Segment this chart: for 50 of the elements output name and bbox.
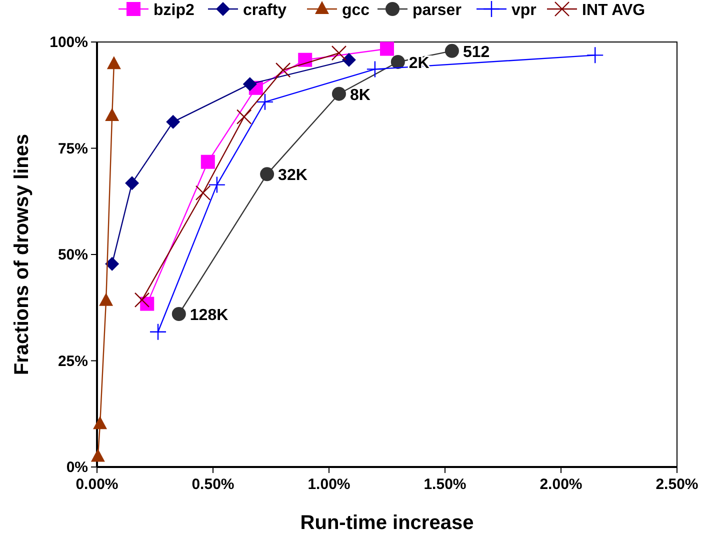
point	[149, 323, 167, 340]
point	[275, 62, 291, 78]
y-tick-label: 100%	[50, 34, 88, 51]
point	[256, 93, 274, 111]
point	[134, 292, 150, 308]
point	[106, 56, 121, 70]
point	[195, 185, 211, 200]
x-axis-title: Run-time increase	[300, 512, 474, 534]
point	[298, 52, 312, 67]
point	[586, 46, 604, 64]
legend-label: bzip2	[154, 2, 194, 19]
point	[260, 167, 274, 182]
legend-label: INT AVG	[582, 2, 646, 19]
legend-label: crafty	[243, 2, 287, 19]
point	[242, 77, 257, 92]
point	[390, 54, 405, 69]
x-tick-label: 0.50%	[192, 476, 234, 493]
point	[166, 114, 180, 129]
point	[125, 176, 140, 190]
point	[90, 448, 105, 462]
point	[332, 86, 346, 101]
y-tick-label: 0%	[66, 459, 88, 476]
y-tick-label: 75%	[58, 140, 88, 158]
legend-label: vpr	[512, 2, 536, 19]
x-tick-label: 2.50%	[656, 476, 698, 493]
point	[105, 256, 120, 271]
point	[200, 154, 215, 169]
point	[99, 292, 114, 306]
legend-label: gcc	[342, 2, 370, 19]
point	[93, 416, 108, 430]
point	[444, 44, 459, 58]
x-tick-label: 2.00%	[540, 476, 582, 493]
x-tick-label: 0.00%	[76, 476, 118, 493]
point	[342, 52, 356, 67]
legend-label: parser	[412, 2, 462, 19]
y-tick-label: 50%	[58, 246, 88, 264]
point	[366, 60, 384, 78]
annotation: 8K	[350, 86, 371, 104]
y-axis-title: Fractions of drowsy lines	[11, 134, 33, 376]
x-tick-label: 1.00%	[308, 476, 350, 493]
point	[208, 176, 226, 194]
point	[172, 307, 186, 321]
point	[380, 42, 394, 56]
y-tick-label: 25%	[58, 352, 88, 370]
point	[331, 45, 347, 61]
annotation: 128K	[190, 307, 229, 324]
annotation: 32K	[278, 167, 308, 184]
point	[236, 109, 252, 124]
annotation: 512	[462, 44, 490, 61]
x-tick-label: 1.50%	[424, 476, 466, 493]
